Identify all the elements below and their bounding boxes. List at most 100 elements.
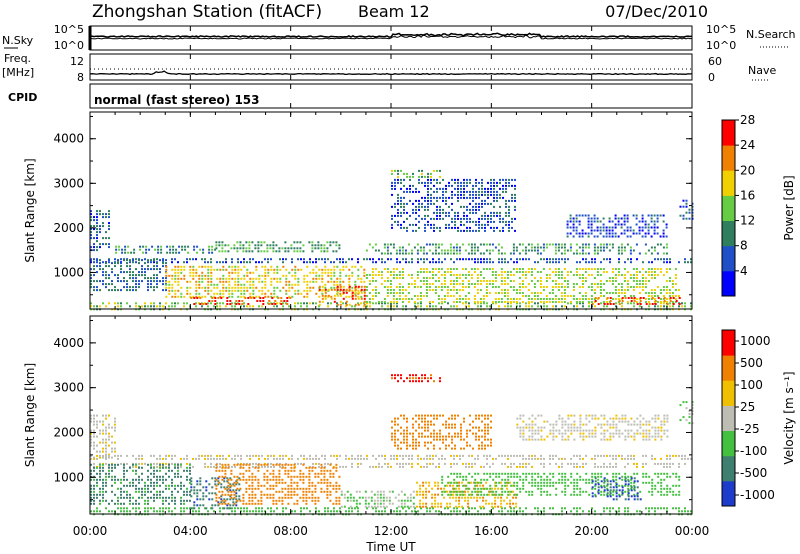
heatmap-cell (278, 496, 281, 499)
heatmap-cell (596, 229, 599, 232)
heatmap-cell (660, 462, 662, 465)
heatmap-cell (345, 457, 347, 460)
heatmap-cell (233, 493, 236, 496)
heatmap-cell (392, 268, 395, 270)
heatmap-cell (305, 502, 308, 505)
heatmap-cell (90, 234, 92, 237)
heatmap-cell (160, 245, 163, 248)
heatmap-cell (102, 225, 104, 228)
heatmap-cell (440, 502, 443, 505)
heatmap-cell (666, 457, 668, 460)
heatmap-cell (228, 286, 231, 289)
heatmap-cell (482, 243, 485, 246)
heatmap-cell (447, 302, 449, 305)
heatmap-cell (105, 438, 107, 441)
heatmap-cell (278, 490, 281, 493)
heatmap-cell (323, 490, 326, 493)
heatmap-cell (129, 484, 131, 487)
heatmap-cell (446, 292, 449, 294)
heatmap-cell (102, 499, 104, 502)
heatmap-cell (364, 490, 367, 493)
heatmap-cell (461, 243, 464, 246)
heatmap-cell (504, 454, 506, 457)
heatmap-cell (290, 475, 293, 478)
heatmap-cell (606, 258, 608, 261)
heatmap-cell (458, 301, 461, 303)
heatmap-cell (207, 454, 209, 457)
heatmap-cell (460, 187, 462, 190)
heatmap-cell (397, 493, 400, 496)
heatmap-cell (260, 493, 263, 496)
heatmap-cell (390, 465, 392, 468)
heatmap-cell (102, 469, 104, 472)
heatmap-cell (336, 454, 338, 457)
heatmap-cell (365, 274, 368, 276)
heatmap-cell (575, 226, 578, 229)
heatmap-cell (357, 507, 359, 510)
heatmap-cell (165, 472, 167, 475)
heatmap-cell (457, 184, 459, 187)
heatmap-cell (491, 243, 494, 246)
heatmap-cell (554, 243, 557, 246)
heatmap-cell (243, 261, 245, 264)
heatmap-cell (213, 283, 216, 286)
heatmap-cell (306, 289, 309, 292)
heatmap-cell (576, 305, 578, 308)
heatmap-cell (427, 208, 429, 211)
heatmap-cell (581, 214, 584, 217)
heatmap-cell (186, 507, 188, 510)
heatmap-cell (419, 246, 422, 249)
heatmap-cell (126, 259, 128, 262)
heatmap-cell (360, 288, 363, 291)
heatmap-cell (479, 301, 482, 303)
heatmap-cell (653, 277, 656, 279)
heatmap-cell (455, 246, 458, 249)
heatmap-cell (454, 220, 456, 223)
heatmap-cell (124, 248, 127, 251)
heatmap-cell (527, 283, 530, 285)
heatmap-cell (456, 454, 458, 457)
heatmap-cell (348, 507, 350, 510)
heatmap-cell (317, 241, 320, 244)
heatmap-cell (647, 292, 650, 294)
heatmap-cell (510, 258, 512, 261)
heatmap-cell (454, 214, 456, 217)
heatmap-cell (278, 250, 281, 253)
heatmap-cell (238, 489, 241, 492)
heatmap-cell (251, 472, 254, 475)
heatmap-cell (632, 268, 635, 270)
heatmap-cell (406, 505, 409, 508)
heatmap-cell (374, 243, 377, 246)
heatmap-cell (156, 469, 158, 472)
heatmap-cell (530, 301, 533, 303)
heatmap-cell (267, 465, 269, 468)
heatmap-cell (254, 502, 257, 505)
heatmap-cell (560, 292, 563, 294)
heatmap-cell (317, 244, 320, 247)
heatmap-cell (321, 268, 324, 271)
heatmap-cell (237, 454, 239, 457)
heatmap-cell (494, 280, 497, 282)
heatmap-cell (603, 510, 605, 513)
heatmap-cell (596, 220, 599, 223)
heatmap-cell (129, 286, 131, 289)
heatmap-cell (668, 292, 671, 294)
heatmap-cell (488, 243, 491, 246)
heatmap-cell (221, 490, 224, 493)
heatmap-cell (215, 499, 218, 502)
heatmap-cell (460, 223, 462, 226)
heatmap-cell (123, 277, 125, 280)
heatmap-cell (419, 286, 422, 288)
heatmap-cell (144, 507, 146, 510)
heatmap-cell (599, 226, 602, 229)
heatmap-cell (506, 277, 509, 279)
heatmap-cell (644, 298, 647, 300)
heatmap-cell (204, 274, 207, 277)
heatmap-cell (426, 510, 428, 513)
heatmap-cell (650, 235, 653, 238)
heatmap-cell (512, 289, 515, 291)
heatmap-cell (210, 454, 212, 457)
heatmap-cell (225, 258, 227, 261)
heatmap-cell (272, 241, 275, 244)
heatmap-cell (427, 175, 429, 178)
